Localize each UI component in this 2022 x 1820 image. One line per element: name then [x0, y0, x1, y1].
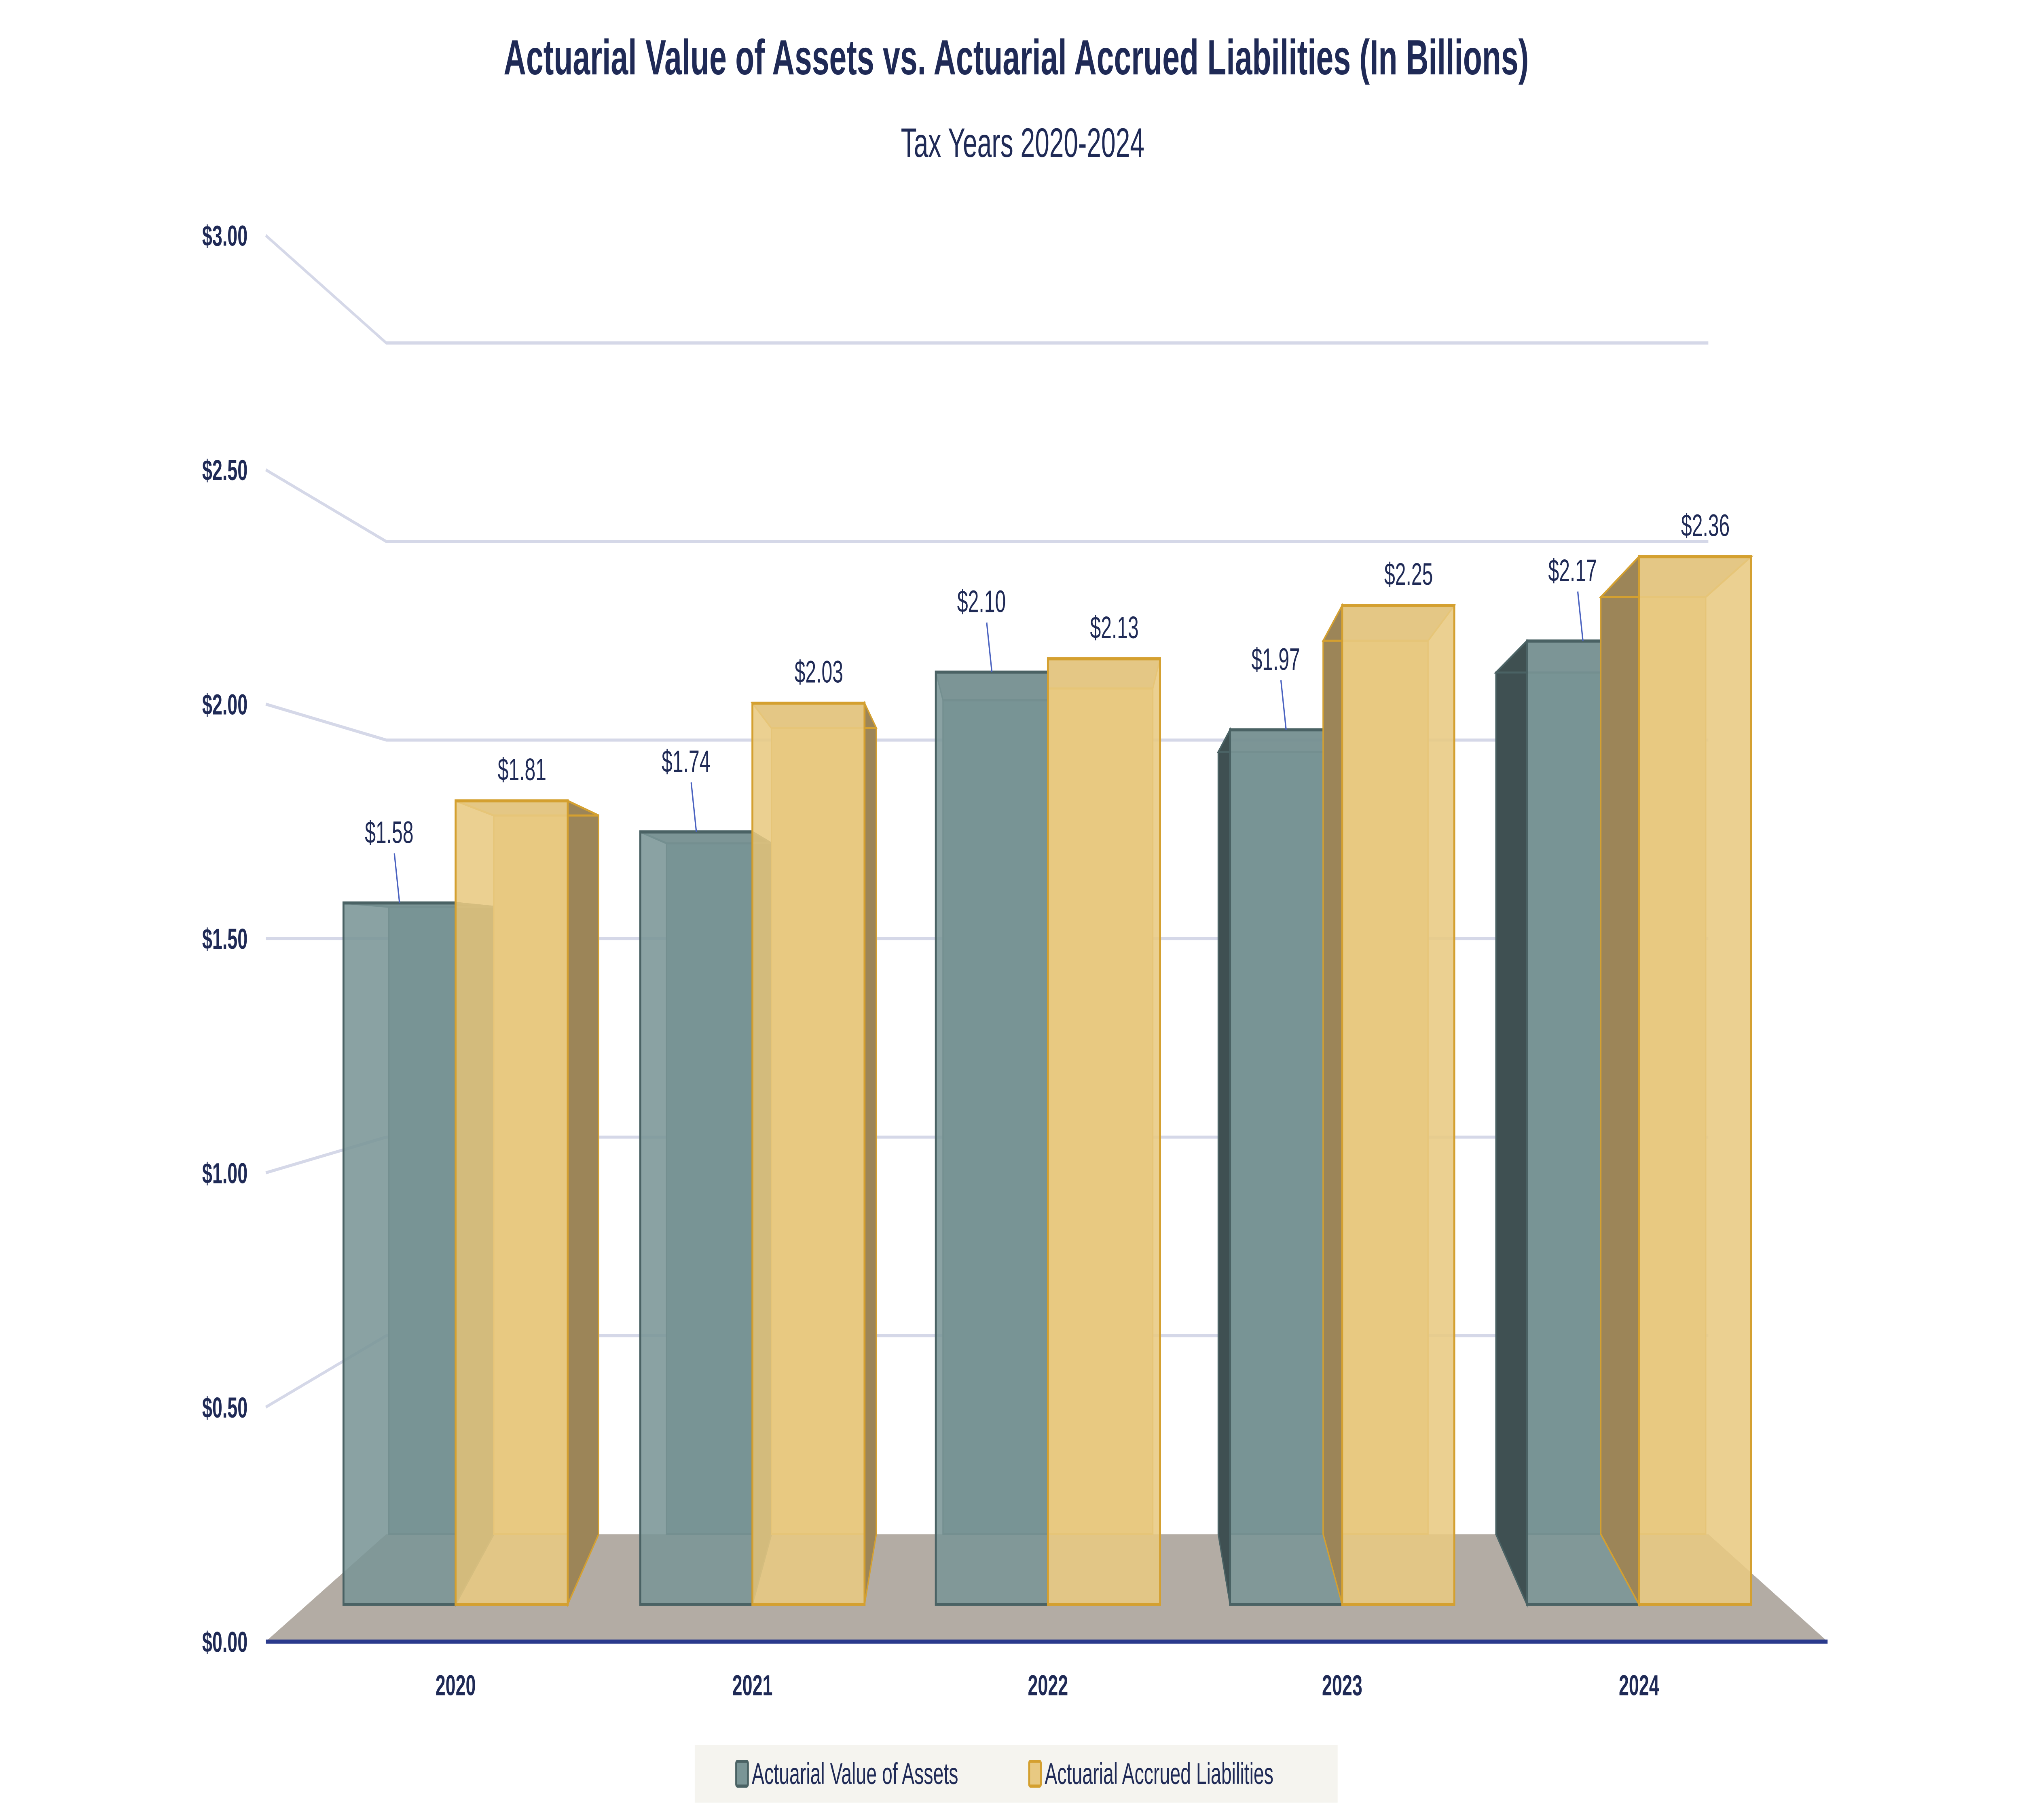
y-tick-label: $1.00: [202, 1157, 247, 1189]
bar-front-face: [1047, 657, 1161, 1606]
bars: [342, 554, 1754, 1608]
bar-side-face: [864, 700, 877, 1605]
gridline: [265, 234, 1709, 345]
data-label: $2.17: [1548, 553, 1597, 588]
data-label: $2.25: [1384, 557, 1433, 592]
chart-title: Actuarial Value of Assets vs. Actuarial …: [503, 29, 1529, 85]
x-tick-label: 2023: [1322, 1669, 1362, 1701]
data-label-leader: [986, 622, 993, 673]
legend-swatch-liabilities: [1028, 1760, 1042, 1788]
x-tick-label: 2020: [436, 1669, 476, 1701]
chart-subtitle: Tax Years 2020-2024: [901, 120, 1144, 166]
data-label: $2.36: [1681, 508, 1730, 543]
bar-liabilities-2020: [455, 799, 599, 1608]
bar-assets-2022: [935, 670, 1049, 1606]
y-tick-label: $0.50: [202, 1391, 247, 1424]
bar-front-face: [935, 670, 1049, 1606]
bar-liabilities-2024: [1599, 554, 1754, 1607]
bar-side-face: [1495, 639, 1528, 1608]
y-tick-label: $2.50: [202, 454, 247, 486]
bar-side-face: [567, 799, 599, 1608]
bar-front-face: [1638, 555, 1752, 1606]
bar-front-face: [639, 830, 753, 1606]
bar-front-face: [751, 701, 866, 1606]
y-tick-label: $1.50: [202, 923, 247, 955]
legend: Actuarial Value of Assets Actuarial Accr…: [694, 1745, 1338, 1803]
data-label: $1.74: [662, 744, 710, 779]
x-tick-label: 2022: [1028, 1669, 1068, 1701]
bar-liabilities-2022: [1047, 657, 1161, 1606]
data-label-leader: [690, 782, 697, 832]
data-label: $2.03: [795, 654, 843, 689]
gridline: [265, 468, 1709, 543]
data-label: $1.81: [498, 752, 546, 787]
legend-item-assets[interactable]: Actuarial Value of Assets: [735, 1757, 958, 1791]
legend-background: [694, 1745, 1338, 1803]
data-labels: $1.58 $1.81 $1.74 $2.03 $2.10 $2.13 $1.97 $2.25…: [365, 508, 1730, 904]
bar-front-face: [455, 799, 569, 1606]
legend-label-assets: Actuarial Value of Assets: [752, 1757, 958, 1791]
data-label-leader: [1280, 680, 1287, 730]
bar-side-face: [1217, 727, 1231, 1605]
legend-label-liabilities: Actuarial Accrued Liabilities: [1045, 1757, 1273, 1791]
legend-swatch-assets: [735, 1760, 749, 1788]
y-tick-label: $2.00: [202, 688, 247, 721]
y-tick-label: $3.00: [202, 220, 247, 252]
y-axis: $0.00 $0.50 $1.00 $1.50 $2.00 $2.50 $3.00: [202, 220, 247, 1658]
bar-liabilities-2021: [751, 700, 878, 1606]
y-tick-label: $0.00: [202, 1626, 247, 1658]
x-tick-label: 2021: [732, 1669, 773, 1701]
bar-side-face: [1322, 603, 1343, 1605]
data-label: $1.97: [1252, 642, 1300, 677]
data-label-leader: [1577, 591, 1584, 641]
data-label: $2.10: [957, 584, 1006, 619]
bar-side-face: [1600, 554, 1640, 1607]
x-tick-label: 2024: [1619, 1669, 1659, 1701]
data-label: $1.58: [365, 815, 413, 850]
data-label: $2.13: [1090, 610, 1138, 645]
bar-front-face: [1341, 604, 1455, 1606]
bar-liabilities-2023: [1322, 603, 1456, 1606]
bar-front-face: [342, 901, 457, 1606]
x-axis: 2020 2021 2022 2023 2024: [436, 1669, 1659, 1701]
legend-item-liabilities[interactable]: Actuarial Accrued Liabilities: [1028, 1757, 1273, 1791]
data-label-leader: [393, 853, 400, 904]
